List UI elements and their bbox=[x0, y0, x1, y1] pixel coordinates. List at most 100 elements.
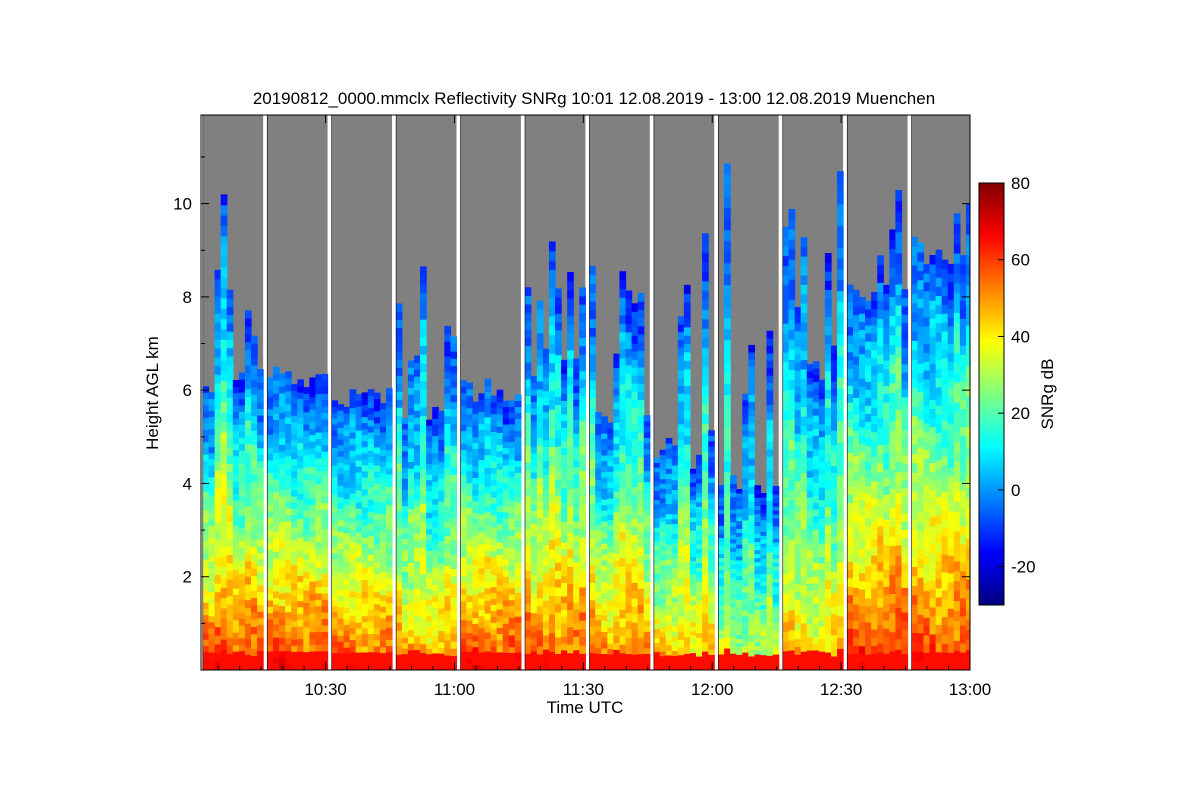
snr-cell bbox=[830, 592, 838, 601]
snr-cell bbox=[279, 573, 286, 581]
snr-cell bbox=[830, 606, 838, 615]
snr-cell bbox=[742, 537, 749, 545]
snr-cell bbox=[637, 645, 645, 655]
snr-cell bbox=[613, 608, 621, 616]
snr-cell bbox=[279, 373, 286, 381]
snr-cell bbox=[589, 309, 596, 320]
snr-cell bbox=[524, 461, 532, 471]
snr-cell bbox=[291, 564, 298, 572]
snr-cell bbox=[806, 556, 814, 565]
snr-cell bbox=[251, 611, 258, 620]
snr-cell bbox=[788, 499, 796, 511]
snr-cell bbox=[595, 440, 602, 447]
snr-cell bbox=[297, 518, 304, 526]
snr-cell bbox=[214, 600, 222, 610]
snr-cell bbox=[502, 541, 510, 548]
snr-cell bbox=[665, 649, 673, 656]
snr-cell bbox=[385, 431, 393, 438]
snr-cell bbox=[466, 638, 473, 646]
snr-cell bbox=[232, 455, 240, 463]
snr-cell bbox=[208, 573, 216, 581]
snr-cell bbox=[595, 658, 602, 665]
snr-cell bbox=[718, 569, 725, 575]
snr-cell bbox=[355, 628, 363, 635]
snr-cell bbox=[830, 458, 838, 467]
snr-cell bbox=[631, 590, 639, 599]
snr-cell bbox=[702, 546, 709, 557]
snr-cell bbox=[542, 509, 550, 517]
snr-cell bbox=[297, 379, 304, 387]
snr-cell bbox=[595, 569, 602, 576]
snr-cell bbox=[794, 583, 802, 592]
snr-cell bbox=[315, 637, 323, 645]
snr-cell bbox=[589, 573, 596, 583]
snr-cell bbox=[754, 549, 762, 555]
snr-cell bbox=[244, 646, 252, 655]
snr-cell bbox=[331, 412, 339, 419]
snr-cell bbox=[889, 660, 897, 670]
snr-cell bbox=[355, 436, 363, 443]
snr-cell bbox=[812, 515, 820, 523]
snr-cell bbox=[291, 514, 298, 522]
snr-cell bbox=[502, 640, 510, 648]
snr-cell bbox=[595, 541, 602, 548]
snr-cell bbox=[297, 530, 304, 538]
snr-cell bbox=[460, 600, 467, 608]
snr-cell bbox=[266, 574, 274, 582]
snr-cell bbox=[373, 452, 381, 460]
snr-cell bbox=[401, 439, 409, 446]
snr-cell bbox=[696, 641, 703, 648]
snr-cell bbox=[589, 617, 596, 627]
snr-cell bbox=[631, 359, 639, 368]
snr-cell bbox=[444, 356, 452, 365]
snr-cell bbox=[637, 579, 645, 589]
snr-cell bbox=[782, 342, 790, 353]
snr-cell bbox=[220, 514, 228, 526]
snr-cell bbox=[450, 604, 458, 613]
snr-cell bbox=[297, 613, 304, 621]
snr-cell bbox=[760, 666, 768, 670]
snr-cell bbox=[303, 424, 310, 431]
snr-cell bbox=[760, 554, 768, 559]
snr-cell bbox=[824, 543, 832, 553]
snr-cell bbox=[367, 645, 375, 653]
snr-cell bbox=[806, 450, 814, 458]
snr-cell bbox=[788, 659, 796, 670]
snr-cell bbox=[601, 609, 608, 616]
snr-cell bbox=[414, 451, 421, 459]
snr-cell bbox=[659, 488, 667, 494]
snr-cell bbox=[671, 655, 679, 661]
snr-cell bbox=[689, 565, 697, 571]
snr-cell bbox=[401, 461, 409, 468]
snr-cell bbox=[395, 311, 403, 321]
snr-cell bbox=[420, 599, 427, 610]
snr-cell bbox=[852, 537, 860, 547]
snr-cell bbox=[530, 446, 538, 454]
snr-cell bbox=[238, 430, 246, 438]
snr-cell bbox=[689, 543, 697, 549]
snr-cell bbox=[772, 658, 780, 663]
snr-cell bbox=[251, 437, 258, 446]
snr-cell bbox=[297, 480, 304, 488]
snr-cell bbox=[244, 388, 252, 397]
snr-cell bbox=[214, 513, 222, 523]
snr-cell bbox=[291, 551, 298, 559]
snr-cell bbox=[736, 591, 743, 596]
snr-cell bbox=[426, 626, 433, 633]
snr-cell bbox=[251, 466, 258, 475]
snr-cell bbox=[889, 363, 897, 374]
snr-cell bbox=[760, 619, 768, 625]
snr-cell bbox=[450, 416, 458, 425]
snr-cell bbox=[414, 403, 421, 411]
snr-cell bbox=[367, 511, 375, 519]
snr-cell bbox=[548, 241, 556, 252]
snr-cell bbox=[466, 582, 473, 590]
snr-cell bbox=[514, 412, 522, 420]
snr-cell bbox=[830, 380, 838, 389]
snr-cell bbox=[432, 612, 439, 620]
snr-cell bbox=[601, 460, 608, 467]
snr-cell bbox=[702, 442, 709, 453]
snr-cell bbox=[677, 646, 685, 656]
snr-cell bbox=[414, 581, 421, 589]
snr-cell bbox=[238, 553, 246, 561]
